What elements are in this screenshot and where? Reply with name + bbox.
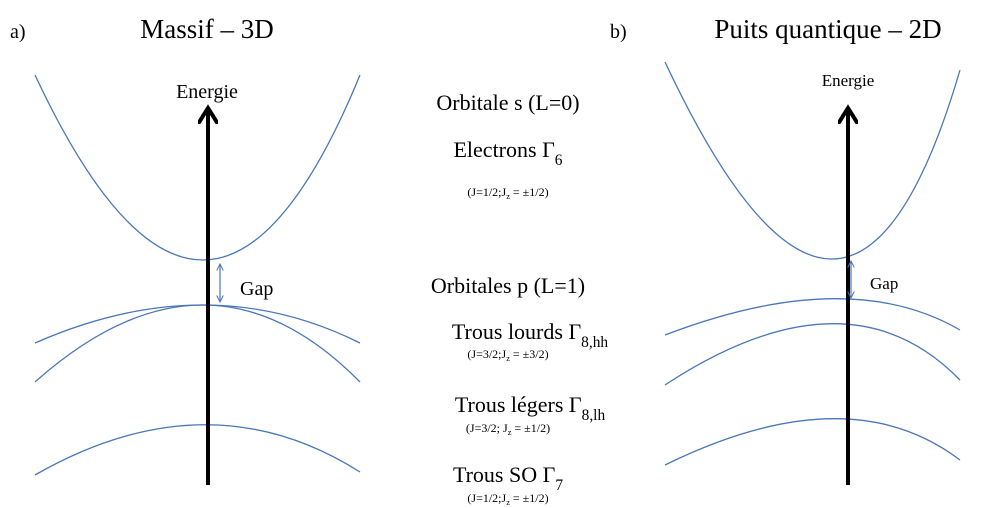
orbital-label: Orbitale s (L=0)	[436, 90, 579, 115]
subscript: 7	[555, 477, 563, 494]
split-off-band	[34, 424, 361, 476]
quantum-numbers: (J=3/2;Jz = ±3/2)	[467, 347, 548, 363]
band-label: Electrons Γ6	[453, 137, 562, 169]
axis-label: Energie	[176, 81, 238, 103]
quantum-numbers: (J=3/2; Jz = ±1/2)	[466, 421, 550, 437]
text: Trous légers Γ	[455, 392, 582, 417]
panel-letter: a)	[10, 21, 26, 43]
heavy-hole-band	[664, 298, 961, 336]
light-hole-band	[34, 304, 361, 383]
subscript: z	[506, 498, 510, 507]
subscript: z	[506, 192, 510, 201]
subscript: z	[508, 428, 512, 437]
text: Trous SO Γ	[453, 462, 556, 487]
band-label: Trous SO Γ7	[453, 462, 563, 494]
text: Electrons Γ	[453, 137, 555, 162]
text: (J=3/2; J	[466, 421, 508, 435]
text: = ±1/2)	[511, 421, 550, 435]
panel-letter: b)	[610, 21, 627, 43]
quantum-numbers: (J=1/2;Jz = ±1/2)	[467, 491, 548, 507]
quantum-numbers: (J=1/2;Jz = ±1/2)	[467, 185, 548, 201]
band-label: Trous légers Γ8,lh	[455, 392, 606, 424]
text: = ±1/2)	[510, 185, 549, 199]
gap-label: Gap	[870, 274, 898, 293]
conduction-band	[34, 74, 361, 261]
heavy-hole-band	[34, 304, 361, 344]
text: = ±3/2)	[510, 347, 549, 361]
text: (J=3/2;J	[467, 347, 506, 361]
subscript: z	[506, 354, 510, 363]
subscript: 8,lh	[582, 407, 606, 424]
axis-label: Energie	[822, 71, 875, 90]
panel-title: Puits quantique – 2D	[714, 14, 941, 44]
text: (J=1/2;J	[467, 185, 506, 199]
light-hole-band	[664, 323, 961, 386]
subscript: 6	[555, 152, 563, 169]
panel-title: Massif – 3D	[140, 14, 274, 44]
band-label: Trous lourds Γ8,hh	[452, 319, 609, 351]
split-off-band	[664, 418, 961, 466]
subscript: 8,hh	[581, 334, 608, 351]
text: (J=1/2;J	[467, 491, 506, 505]
gap-label: Gap	[240, 278, 273, 300]
orbital-label: Orbitales p (L=1)	[431, 273, 585, 298]
conduction-band	[664, 61, 961, 260]
text: Trous lourds Γ	[452, 319, 582, 344]
text: = ±1/2)	[510, 491, 549, 505]
